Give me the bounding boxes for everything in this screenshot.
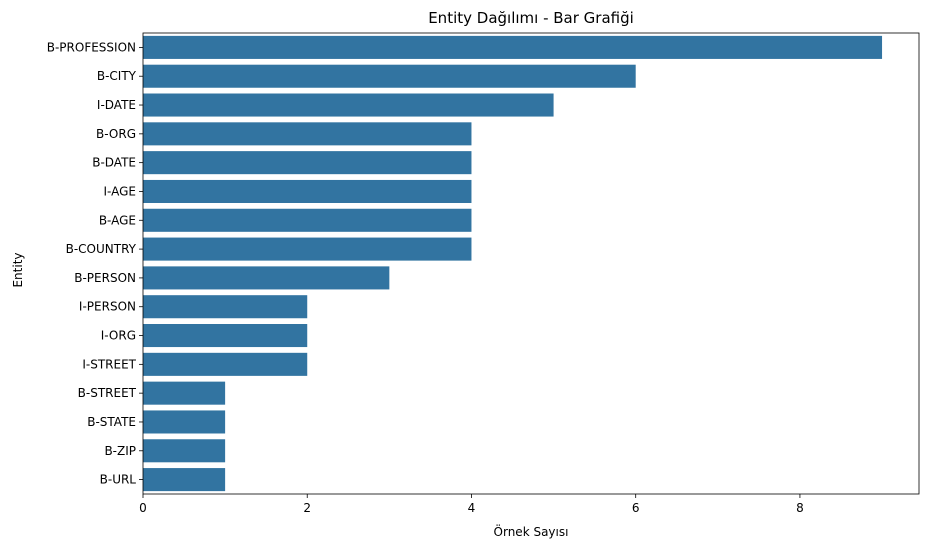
x-tick-label: 6 bbox=[632, 501, 640, 515]
bar-b-state bbox=[143, 410, 226, 434]
y-tick-label: B-DATE bbox=[92, 156, 136, 170]
axes-group: B-PROFESSION B-CITY I-DATE B-ORG B-DATE I-AGE… bbox=[47, 32, 920, 515]
bars-group bbox=[143, 35, 883, 492]
y-tick-label: I-AGE bbox=[104, 184, 136, 198]
bar-b-url bbox=[143, 468, 226, 492]
bar-b-city bbox=[143, 64, 636, 88]
bar-b-zip bbox=[143, 439, 226, 463]
y-tick-label: B-ORG bbox=[96, 127, 136, 141]
y-tick-label: B-CITY bbox=[97, 69, 137, 83]
x-tick-label: 4 bbox=[468, 501, 476, 515]
bar-b-org bbox=[143, 122, 472, 146]
y-tick-label: I-STREET bbox=[82, 357, 136, 371]
bar-b-person bbox=[143, 266, 390, 290]
x-axis-label: Örnek Sayısı bbox=[494, 523, 569, 539]
y-tick-label: I-ORG bbox=[101, 329, 136, 343]
bar-i-age bbox=[143, 179, 472, 203]
bar-i-date bbox=[143, 93, 554, 117]
bar-i-street bbox=[143, 352, 308, 376]
bar-b-street bbox=[143, 381, 226, 405]
bar-i-person bbox=[143, 295, 308, 319]
y-tick-label: I-PERSON bbox=[79, 300, 136, 314]
y-tick-label: B-ZIP bbox=[104, 444, 136, 458]
x-tick-label: 8 bbox=[796, 501, 804, 515]
y-tick-label: B-STREET bbox=[78, 386, 137, 400]
y-tick-label: B-PERSON bbox=[74, 271, 136, 285]
y-axis-label: Entity bbox=[11, 252, 25, 287]
plot-frame bbox=[142, 32, 920, 495]
y-tick-label: I-DATE bbox=[97, 98, 136, 112]
y-tick-label: B-PROFESSION bbox=[47, 40, 136, 54]
y-tick-label: B-AGE bbox=[99, 213, 136, 227]
y-tick-label: B-STATE bbox=[87, 415, 136, 429]
bar-i-org bbox=[143, 324, 308, 348]
chart-title: Entity Dağılımı - Bar Grafiği bbox=[428, 9, 634, 27]
x-tick-label: 2 bbox=[303, 501, 311, 515]
bar-b-country bbox=[143, 237, 472, 261]
bar-b-profession bbox=[143, 35, 883, 59]
bar-b-date bbox=[143, 151, 472, 175]
y-tick-label: B-COUNTRY bbox=[66, 242, 137, 256]
x-tick-label: 0 bbox=[139, 501, 147, 515]
y-tick-label: B-URL bbox=[100, 473, 137, 487]
bar-b-age bbox=[143, 208, 472, 232]
